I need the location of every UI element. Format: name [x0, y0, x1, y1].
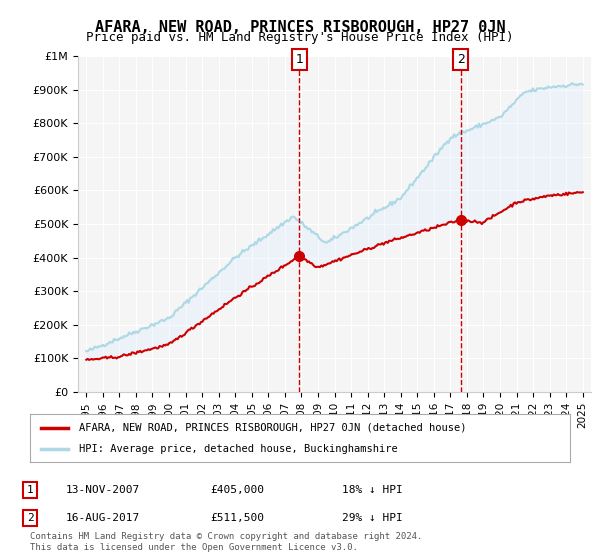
- Text: 18% ↓ HPI: 18% ↓ HPI: [342, 485, 403, 495]
- Text: 1: 1: [295, 53, 303, 66]
- Text: 29% ↓ HPI: 29% ↓ HPI: [342, 513, 403, 523]
- Text: AFARA, NEW ROAD, PRINCES RISBOROUGH, HP27 0JN (detached house): AFARA, NEW ROAD, PRINCES RISBOROUGH, HP2…: [79, 423, 466, 433]
- Text: 2: 2: [26, 513, 34, 523]
- Text: 2: 2: [457, 53, 465, 66]
- Text: £405,000: £405,000: [210, 485, 264, 495]
- Text: 13-NOV-2007: 13-NOV-2007: [66, 485, 140, 495]
- Text: HPI: Average price, detached house, Buckinghamshire: HPI: Average price, detached house, Buck…: [79, 444, 397, 454]
- Text: 1: 1: [26, 485, 34, 495]
- Text: Contains HM Land Registry data © Crown copyright and database right 2024.
This d: Contains HM Land Registry data © Crown c…: [30, 532, 422, 552]
- Text: £511,500: £511,500: [210, 513, 264, 523]
- Text: AFARA, NEW ROAD, PRINCES RISBOROUGH, HP27 0JN: AFARA, NEW ROAD, PRINCES RISBOROUGH, HP2…: [95, 20, 505, 35]
- Text: Price paid vs. HM Land Registry's House Price Index (HPI): Price paid vs. HM Land Registry's House …: [86, 31, 514, 44]
- Text: 16-AUG-2017: 16-AUG-2017: [66, 513, 140, 523]
